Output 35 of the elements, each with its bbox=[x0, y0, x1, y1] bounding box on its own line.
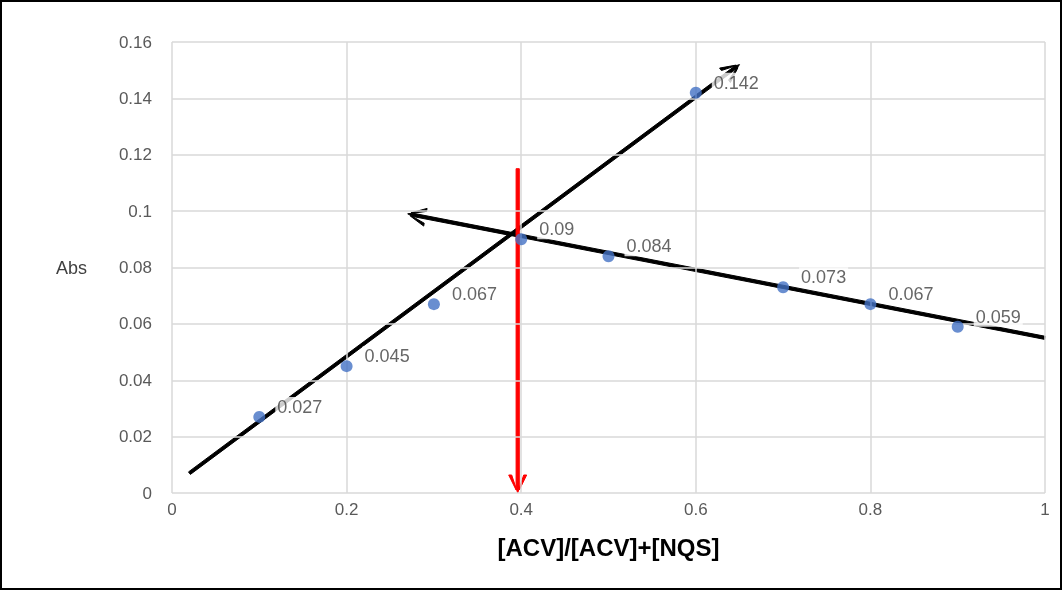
x-tick-label: 1 bbox=[1040, 500, 1050, 519]
x-tick-label: 0.8 bbox=[858, 500, 883, 519]
y-tick-label: 0.12 bbox=[118, 145, 152, 165]
data-label: 0.142 bbox=[713, 72, 759, 93]
y-tick-label: 0.02 bbox=[118, 427, 152, 447]
data-label: 0.059 bbox=[975, 306, 1021, 327]
y-axis-title: Abs bbox=[55, 257, 87, 278]
data-label: 0.027 bbox=[277, 396, 323, 417]
y-tick-label: 0.08 bbox=[118, 258, 152, 277]
y-tick-label: 0.06 bbox=[118, 314, 152, 334]
y-tick-label: 0.16 bbox=[118, 32, 152, 52]
point bbox=[253, 410, 266, 423]
x-tick-label: 0.2 bbox=[334, 500, 359, 519]
data-label: 0.045 bbox=[364, 346, 410, 367]
x-tick-label: 0.4 bbox=[509, 500, 534, 519]
y-tick-label: 0.1 bbox=[128, 201, 152, 221]
point bbox=[427, 298, 440, 311]
data-label: 0.09 bbox=[539, 219, 575, 240]
y-tick-label: 0.14 bbox=[118, 88, 152, 108]
point bbox=[340, 360, 353, 373]
point bbox=[689, 86, 702, 99]
data-label: 0.067 bbox=[451, 284, 497, 305]
point bbox=[864, 298, 877, 311]
data-label: 0.084 bbox=[626, 236, 672, 257]
y-tick-label: 0 bbox=[142, 483, 152, 503]
point bbox=[515, 233, 528, 246]
point bbox=[777, 281, 790, 294]
point bbox=[951, 320, 964, 333]
x-tick-label: 0.6 bbox=[683, 500, 708, 519]
x-tick-label: 0 bbox=[167, 500, 177, 519]
point bbox=[602, 250, 615, 263]
data-label: 0.073 bbox=[801, 267, 847, 288]
y-tick-label: 0.04 bbox=[118, 370, 152, 390]
x-axis-title: [ACV]/[ACV]+[NQS] bbox=[497, 533, 720, 561]
data-label: 0.067 bbox=[888, 284, 934, 305]
